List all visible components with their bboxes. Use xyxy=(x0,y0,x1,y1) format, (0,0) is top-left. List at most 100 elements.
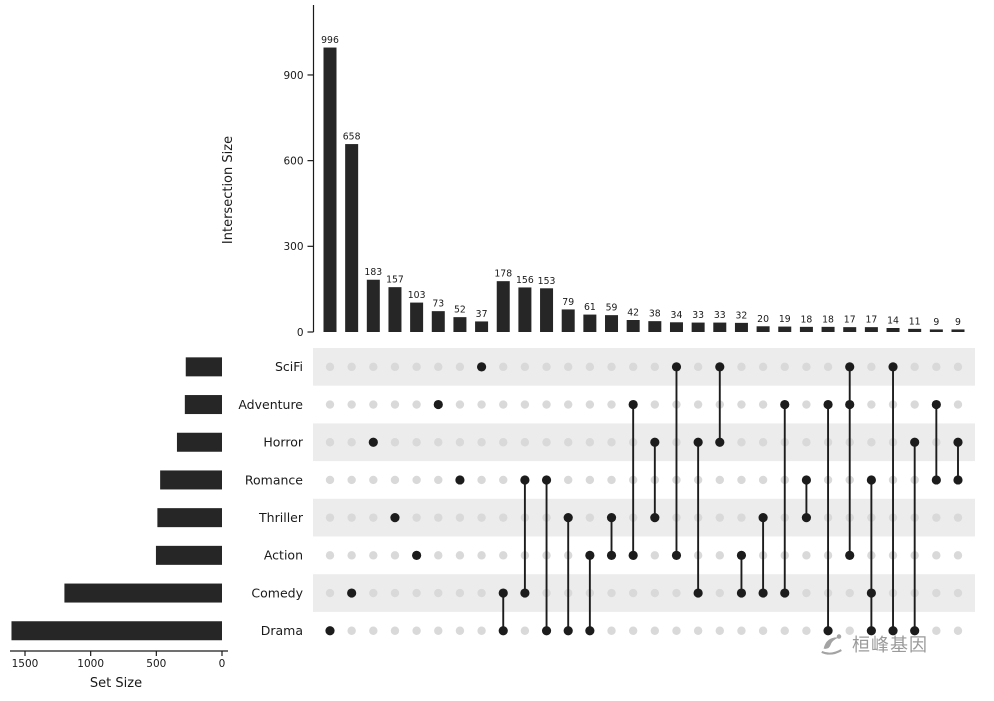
matrix-dot-inactive xyxy=(953,513,963,522)
matrix-dot-active xyxy=(650,437,660,447)
matrix-dot-inactive xyxy=(499,400,508,409)
watermark: 桓峰基因 xyxy=(818,630,928,658)
matrix-dot-inactive xyxy=(412,626,421,635)
intersection-bar xyxy=(518,287,532,332)
matrix-dot-active xyxy=(715,437,725,447)
matrix-dot-inactive xyxy=(542,362,551,372)
intersection-axis-tick-label: 0 xyxy=(297,327,304,339)
matrix-dot-inactive xyxy=(737,626,746,635)
matrix-dot-inactive xyxy=(499,551,508,560)
matrix-dot-inactive xyxy=(369,513,378,522)
matrix-dot-active xyxy=(823,626,833,636)
setsize-axis-tick-label: 500 xyxy=(146,658,166,670)
matrix-dot-inactive xyxy=(347,513,356,522)
set-label: Romance xyxy=(245,472,303,487)
matrix-dot-inactive xyxy=(542,400,551,409)
intersection-bar xyxy=(886,328,900,332)
matrix-dot-inactive xyxy=(845,626,854,635)
matrix-dot-inactive xyxy=(455,400,465,409)
matrix-dot-inactive xyxy=(564,400,573,409)
matrix-dot-active xyxy=(931,399,941,410)
intersection-bar xyxy=(929,329,943,332)
setsize-axis-tick-label: 1500 xyxy=(12,658,39,670)
matrix-dot-inactive xyxy=(564,475,573,485)
matrix-dot-inactive xyxy=(325,475,335,485)
matrix-dot-active xyxy=(693,437,703,447)
matrix-dot-inactive xyxy=(607,475,616,485)
matrix-dot-inactive xyxy=(477,588,486,598)
matrix-dot-inactive xyxy=(369,362,378,372)
matrix-dot-inactive xyxy=(758,438,768,447)
matrix-dot-active xyxy=(888,626,898,636)
intersection-bar xyxy=(410,302,424,332)
matrix-dot-inactive xyxy=(802,400,811,409)
matrix-dot-inactive xyxy=(347,475,356,485)
matrix-dot-inactive xyxy=(932,551,941,560)
matrix-dot-active xyxy=(736,550,747,560)
matrix-dot-inactive xyxy=(650,551,660,560)
matrix-dot-active xyxy=(585,550,595,560)
matrix-dot-inactive xyxy=(693,400,703,409)
matrix-dot-inactive xyxy=(347,438,356,447)
matrix-dot-inactive xyxy=(434,588,443,598)
matrix-dot-active xyxy=(585,626,595,636)
intersection-value-label: 20 xyxy=(757,314,769,325)
intersection-axis-tick-label: 900 xyxy=(283,70,303,82)
intersection-value-label: 658 xyxy=(343,132,361,143)
matrix-dot-inactive xyxy=(499,438,508,447)
intersection-bar xyxy=(669,322,683,332)
matrix-dot-inactive xyxy=(693,362,703,372)
intersection-bar xyxy=(431,311,445,332)
intersection-bar xyxy=(734,322,748,332)
matrix-dot-active xyxy=(845,550,855,560)
matrix-dot-inactive xyxy=(932,588,941,598)
matrix-dot-active xyxy=(455,475,465,485)
intersection-value-label: 103 xyxy=(408,290,426,301)
intersection-value-label: 42 xyxy=(627,308,639,319)
intersection-value-label: 9 xyxy=(933,317,939,328)
matrix-dot-active xyxy=(433,399,443,410)
matrix-dot-inactive xyxy=(780,626,789,635)
matrix-dot-inactive xyxy=(715,588,724,598)
matrix-dot-inactive xyxy=(737,400,746,409)
intersection-axis-tick-label: 300 xyxy=(283,241,303,253)
intersection-bar xyxy=(908,328,922,332)
matrix-dot-inactive xyxy=(867,438,876,447)
intersection-bar xyxy=(951,329,965,332)
intersection-value-label: 14 xyxy=(887,316,899,327)
matrix-dot-inactive xyxy=(737,362,746,372)
matrix-dot-inactive xyxy=(607,400,616,409)
intersection-bar xyxy=(691,322,705,332)
matrix-dot-inactive xyxy=(520,362,530,372)
matrix-dot-inactive xyxy=(715,475,724,485)
matrix-dot-inactive xyxy=(780,362,789,372)
matrix-dot-active xyxy=(823,399,833,410)
matrix-dot-inactive xyxy=(390,588,400,598)
matrix-dot-active xyxy=(866,626,876,636)
matrix-dot-inactive xyxy=(455,588,465,598)
matrix-dot-inactive xyxy=(758,475,768,485)
intersection-axis-title: Intersection Size xyxy=(221,136,236,244)
matrix-dot-inactive xyxy=(542,438,551,447)
intersection-bar xyxy=(583,314,597,332)
intersection-bar xyxy=(799,326,813,332)
matrix-dot-inactive xyxy=(390,400,400,409)
matrix-dot-inactive xyxy=(477,551,486,560)
matrix-dot-active xyxy=(520,475,530,485)
intersection-value-label: 183 xyxy=(364,267,382,278)
set-size-bar xyxy=(185,357,222,377)
set-size-bar xyxy=(176,432,222,452)
matrix-dot-inactive xyxy=(607,362,616,372)
intersection-bar xyxy=(540,288,554,332)
matrix-dot-inactive xyxy=(412,400,421,409)
intersection-bar xyxy=(864,327,878,332)
matrix-dot-inactive xyxy=(325,513,335,522)
matrix-dot-inactive xyxy=(628,362,638,372)
intersection-value-label: 17 xyxy=(844,315,856,326)
set-label: Comedy xyxy=(251,585,303,600)
matrix-dot-active xyxy=(347,588,357,598)
set-size-bar xyxy=(157,508,222,528)
matrix-dot-inactive xyxy=(953,626,963,635)
matrix-dot-inactive xyxy=(325,362,335,372)
matrix-dot-inactive xyxy=(347,626,356,635)
